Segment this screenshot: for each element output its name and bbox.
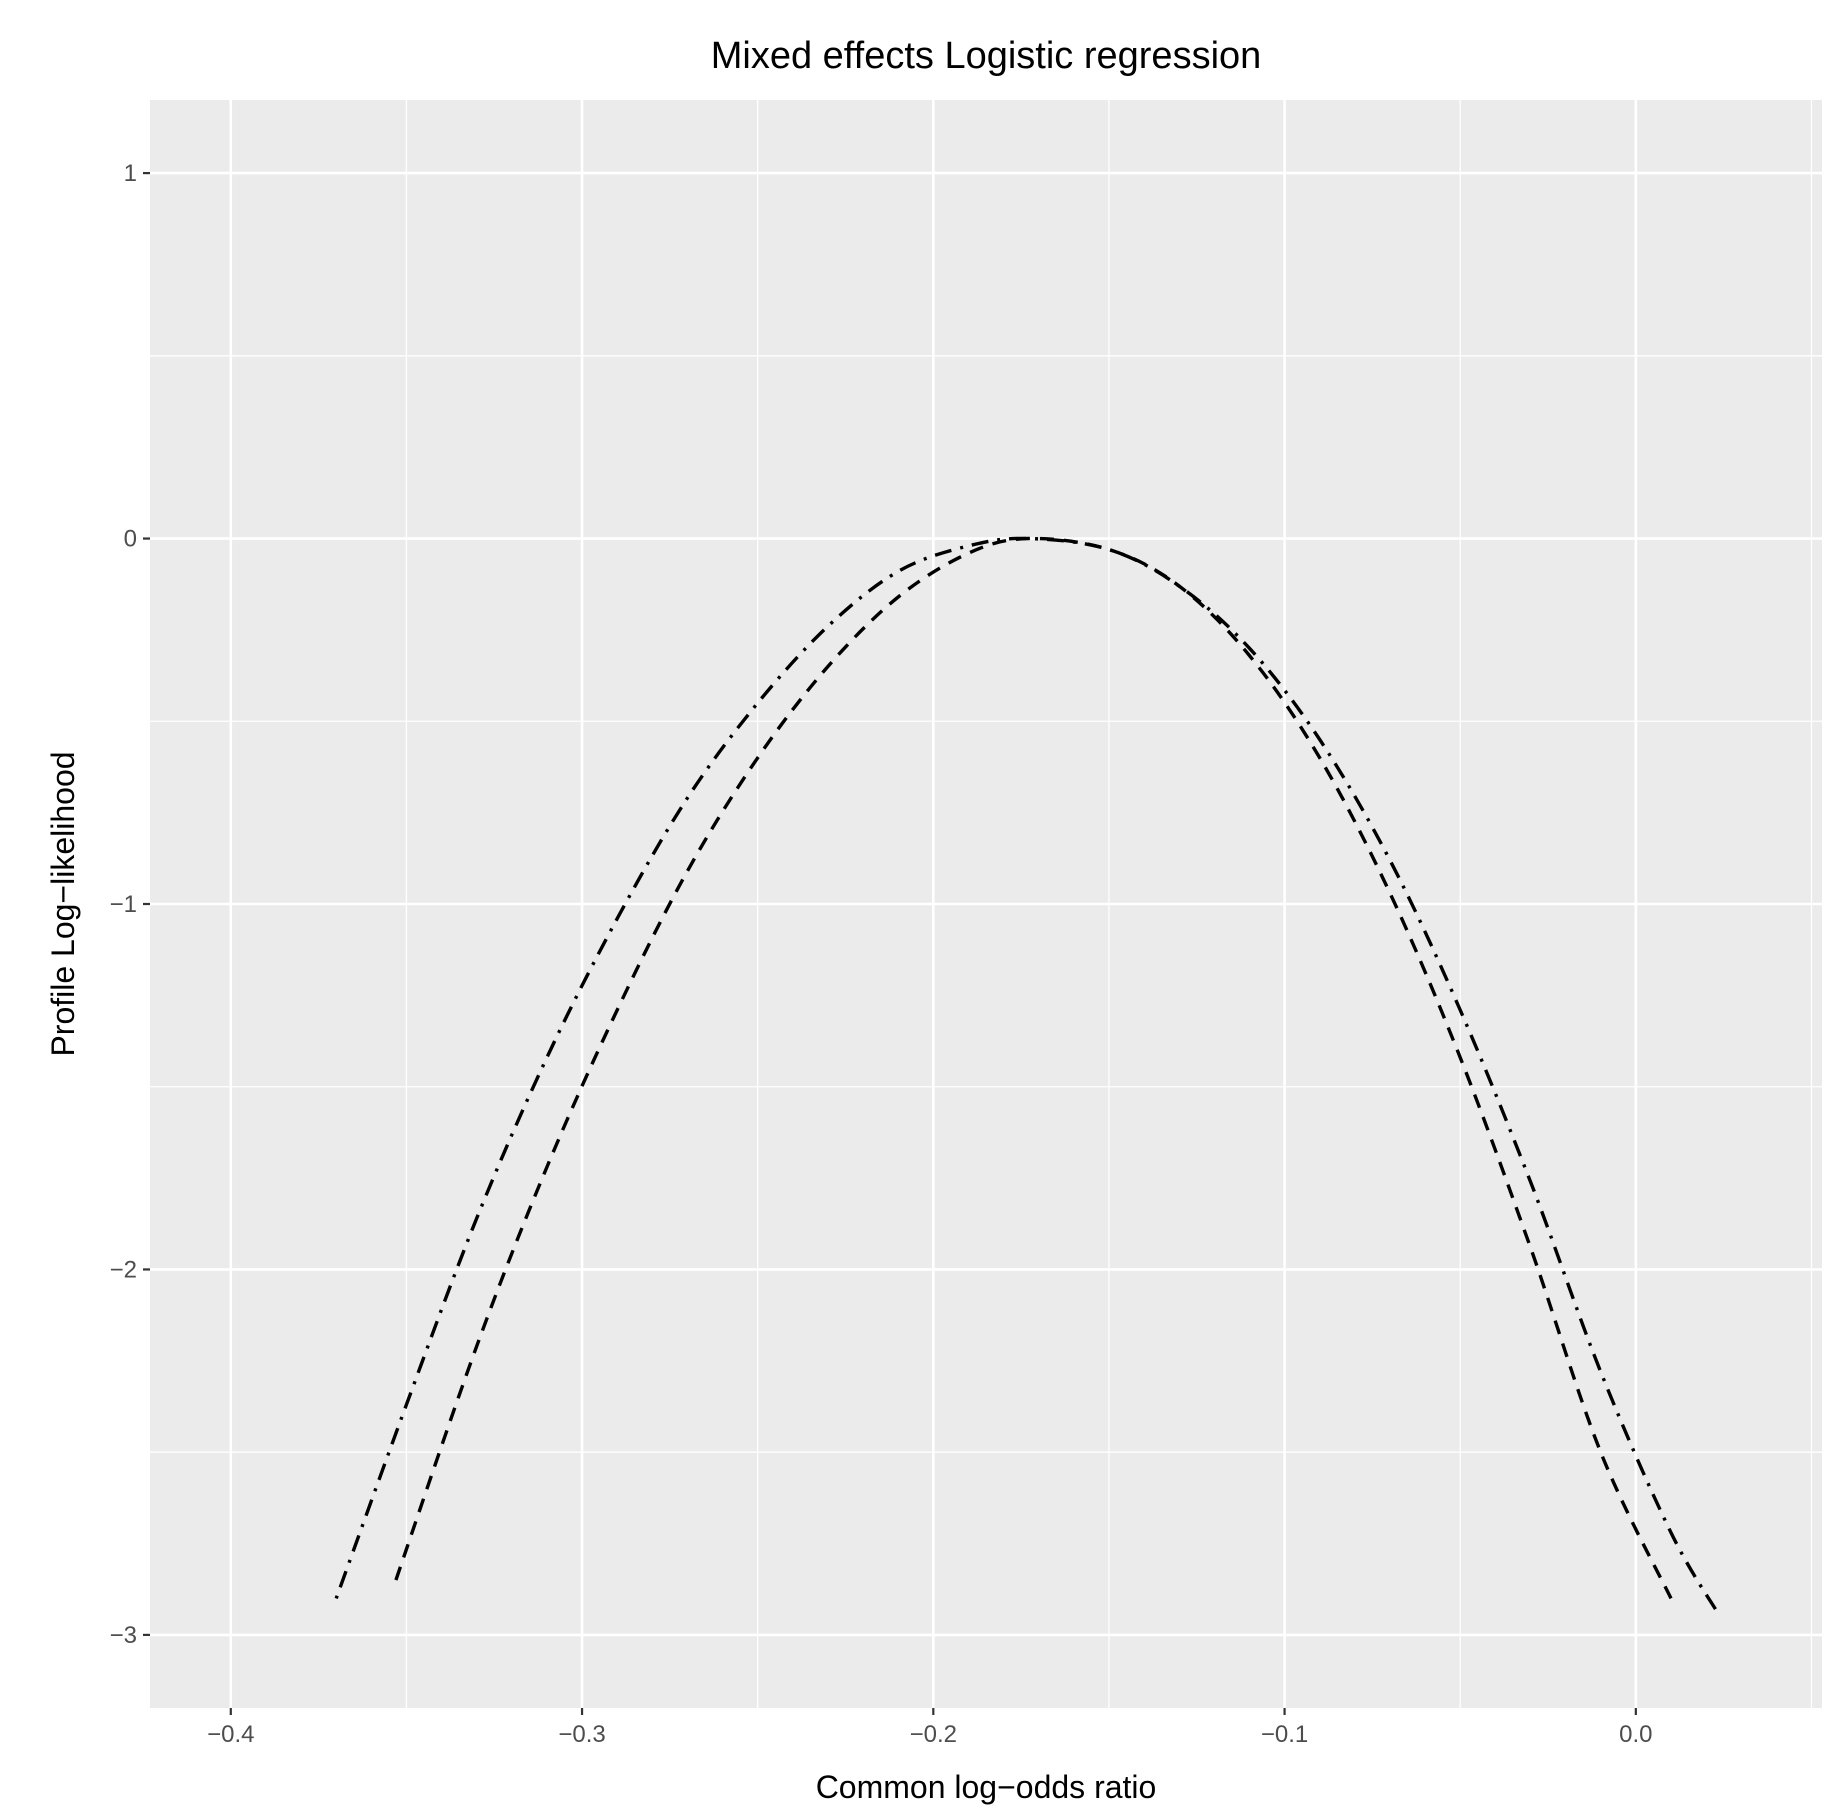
y-tick-label: −2 bbox=[110, 1256, 137, 1283]
y-axis-title: Profile Log−likelihood bbox=[45, 751, 81, 1056]
x-tick-label: −0.3 bbox=[558, 1721, 605, 1748]
x-tick-label: −0.4 bbox=[207, 1721, 254, 1748]
axis-ticks bbox=[143, 171, 1637, 1715]
x-tick-label: −0.1 bbox=[1261, 1721, 1308, 1748]
series-layer bbox=[334, 536, 1722, 1618]
x-tick-label: −0.2 bbox=[910, 1721, 957, 1748]
y-tick-label: −3 bbox=[110, 1622, 137, 1649]
y-tick-label: 0 bbox=[124, 526, 137, 553]
series-line-dotdash bbox=[334, 536, 1722, 1618]
y-tick-label: −1 bbox=[110, 891, 137, 918]
y-tick-label: 1 bbox=[124, 160, 137, 187]
grid-major bbox=[150, 100, 1822, 1708]
x-tick-labels: −0.4 −0.3 −0.2 −0.1 0.0 bbox=[207, 1721, 1652, 1748]
chart-title: Mixed effects Logistic regression bbox=[711, 35, 1262, 77]
y-tick-labels: −3 −2 −1 0 1 bbox=[110, 160, 137, 1649]
series-line-dashed bbox=[394, 536, 1673, 1600]
x-axis-title: Common log−odds ratio bbox=[816, 1769, 1157, 1805]
x-tick-label: 0.0 bbox=[1619, 1721, 1652, 1748]
